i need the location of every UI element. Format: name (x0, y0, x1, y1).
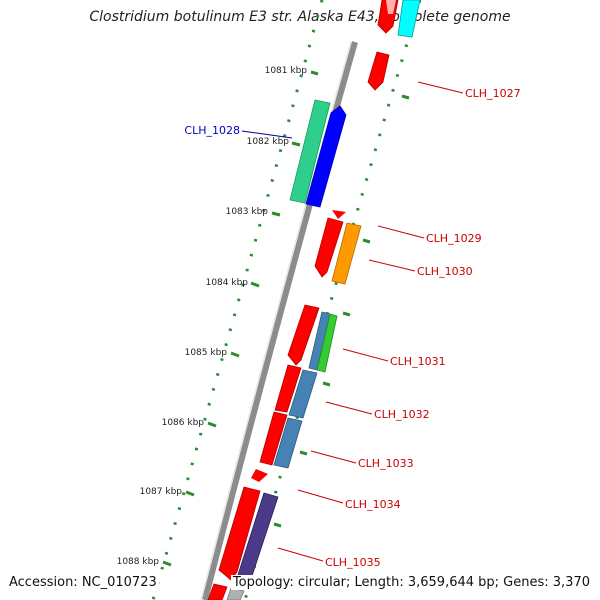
leader-line (277, 547, 324, 562)
leader-lines (241, 81, 464, 562)
gene-label-CLH_1035[interactable]: CLH_1035 (325, 556, 381, 569)
tick-mark (162, 560, 172, 567)
gene-cyan-top[interactable] (397, 0, 421, 38)
gene-label-CLH_1027[interactable]: CLH_1027 (465, 87, 521, 100)
gene-label-CLH_1028[interactable]: CLH_1028 (184, 124, 240, 137)
leader-line (368, 259, 416, 272)
gene-grey-bottom[interactable] (226, 587, 245, 600)
topology-text: Topology: circular; Length: 3,659,644 bp… (230, 575, 592, 590)
gene-green-1031[interactable] (316, 313, 338, 373)
gene-red-1029[interactable] (314, 217, 344, 278)
minor-tick (273, 522, 282, 528)
gene-pink-top (386, 0, 396, 14)
gene-CLH_1028-blue[interactable] (305, 105, 347, 208)
tick-label: 1083 kbp (226, 207, 269, 217)
gene-label-CLH_1029[interactable]: CLH_1029 (426, 232, 482, 245)
leader-line (310, 450, 357, 464)
gene-red-small-1034[interactable] (251, 469, 268, 482)
tick-mark (250, 281, 260, 288)
tick-label: 1087 kbp (140, 487, 183, 497)
leader-line (325, 401, 373, 415)
inner-gene-track (207, 0, 399, 600)
tick-label: 1086 kbp (162, 418, 205, 428)
gene-label-CLH_1031[interactable]: CLH_1031 (390, 355, 446, 368)
tick-mark (207, 421, 217, 428)
minor-tick (299, 450, 308, 456)
leader-line (377, 225, 425, 239)
tick-label: 1085 kbp (185, 348, 228, 358)
tick-label: 1088 kbp (117, 557, 160, 567)
gene-label-CLH_1034[interactable]: CLH_1034 (345, 498, 401, 511)
inner-dotted-track (151, 0, 324, 600)
tick-mark (310, 70, 319, 76)
accession-text: Accession: NC_010723 (7, 575, 159, 590)
tick-label: 1084 kbp (206, 278, 249, 288)
gene-red-1033[interactable] (259, 411, 288, 466)
tick-mark (230, 351, 240, 358)
gene-label-CLH_1033[interactable]: CLH_1033 (358, 457, 414, 470)
gene-CLH_1028-teal[interactable] (289, 99, 331, 204)
gene-red-bottom[interactable] (207, 583, 228, 600)
leader-line (297, 489, 344, 504)
outer-gene-track (226, 0, 421, 600)
gene-steel-1033[interactable] (273, 417, 303, 469)
gene-label-CLH_1032[interactable]: CLH_1032 (374, 408, 430, 421)
gene-red-1027[interactable] (367, 51, 390, 91)
gene-label-CLH_1030[interactable]: CLH_1030 (417, 265, 473, 278)
gene-red-small-1029[interactable] (332, 210, 346, 219)
leader-line (342, 348, 389, 362)
gene-red-1032[interactable] (274, 364, 302, 413)
minor-tick (362, 238, 371, 244)
minor-tick (401, 94, 410, 100)
gene-steel-1032[interactable] (288, 369, 318, 419)
tick-label: 1082 kbp (247, 137, 290, 147)
minor-tick (322, 381, 331, 387)
leader-line (417, 81, 464, 94)
tick-mark (291, 141, 301, 147)
tick-label: 1081 kbp (265, 66, 308, 76)
gene-red-1031[interactable] (287, 304, 320, 366)
tick-mark (271, 211, 281, 217)
tick-mark (185, 490, 195, 497)
minor-tick (342, 311, 351, 317)
leader-line (241, 130, 293, 139)
gene-orange-1030[interactable] (331, 222, 362, 285)
